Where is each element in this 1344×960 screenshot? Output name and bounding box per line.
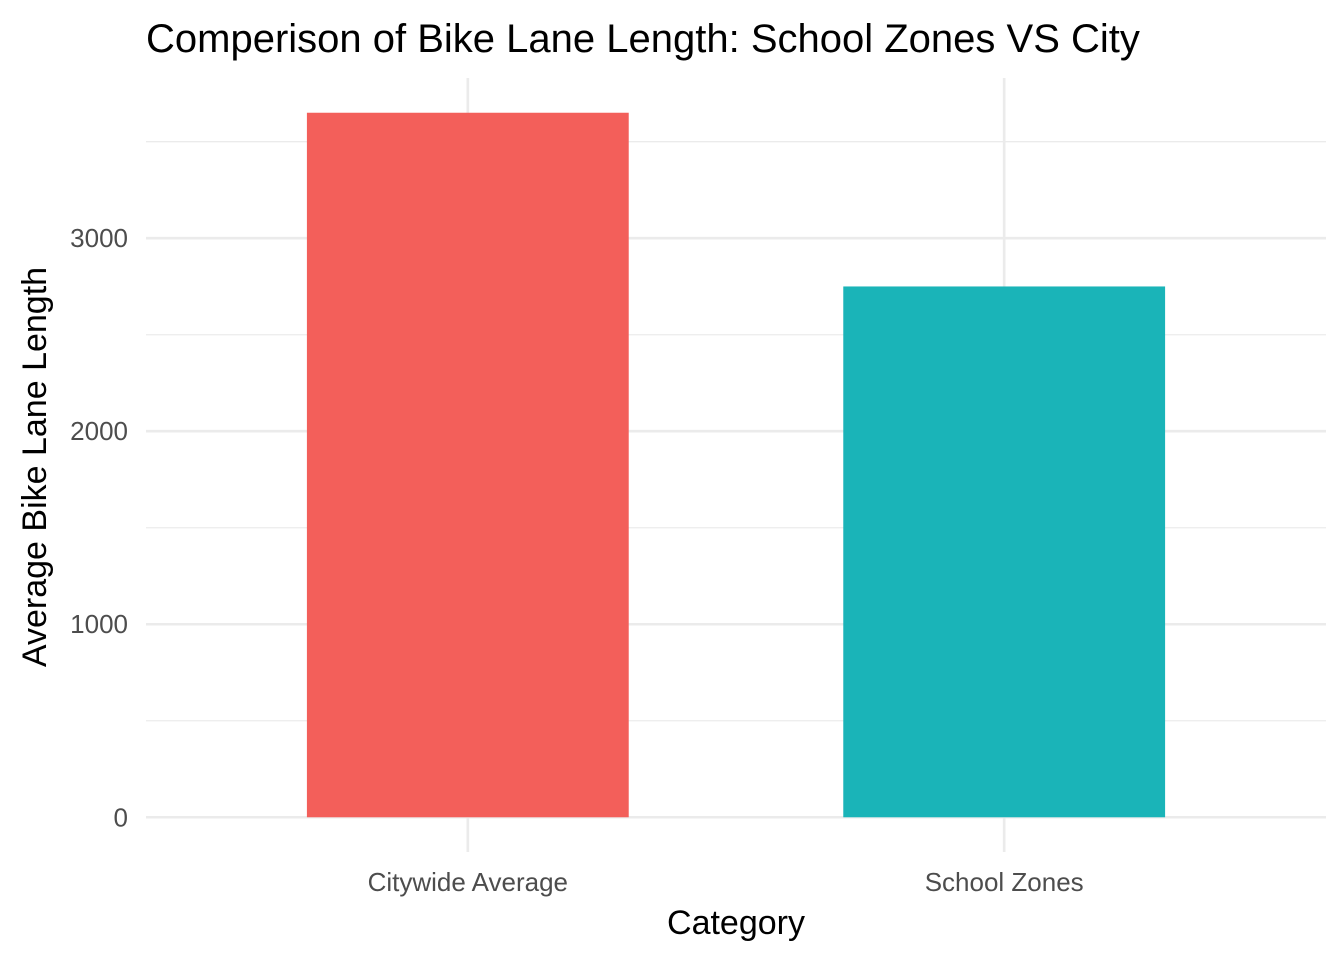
y-tick-label: 3000 — [70, 223, 128, 253]
y-tick-label: 2000 — [70, 416, 128, 446]
bar-1 — [306, 112, 629, 818]
x-axis-title: Category — [667, 904, 805, 942]
y-tick-label: 1000 — [70, 609, 128, 639]
bars — [306, 112, 1166, 818]
bar-2 — [843, 286, 1166, 818]
y-tick-label: 0 — [114, 802, 128, 832]
x-axis-tick-labels: Citywide Average School Zones — [368, 867, 1084, 897]
y-axis-tick-labels: 0 1000 2000 3000 — [70, 223, 128, 832]
chart-title: Comperison of Bike Lane Length: School Z… — [146, 17, 1140, 61]
y-axis-title: Average Bike Lane Length — [16, 267, 54, 667]
x-tick-label: Citywide Average — [368, 867, 568, 897]
x-tick-label: School Zones — [925, 867, 1084, 897]
